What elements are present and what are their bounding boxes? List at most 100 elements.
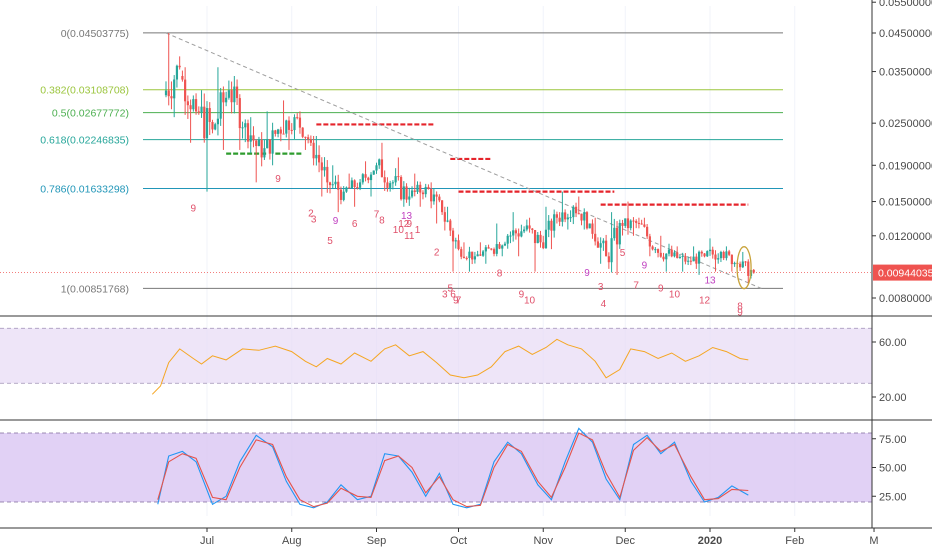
candle-body: [561, 212, 564, 222]
candle-body: [717, 258, 720, 260]
candle-body: [419, 184, 422, 193]
rsi-tick-label: 60.00: [879, 337, 907, 349]
candle-body: [369, 174, 373, 181]
candle-body: [673, 252, 676, 257]
td-count-label: 3: [442, 290, 448, 301]
candle-body: [473, 256, 477, 260]
candle-body: [235, 86, 239, 99]
td-count-label: 9: [453, 296, 459, 307]
candle-body: [427, 186, 430, 189]
candle-body: [263, 148, 266, 158]
candle-body: [238, 98, 241, 129]
descending-trendline[interactable]: [165, 32, 763, 290]
candle-body: [219, 92, 222, 119]
candle-body: [490, 248, 493, 250]
candle-body: [189, 105, 192, 110]
td-count-label: 9: [407, 219, 413, 230]
candle-body: [317, 154, 321, 163]
candle-body: [632, 220, 635, 222]
candle-body: [531, 228, 534, 230]
candle-body: [523, 229, 526, 232]
candle-body: [252, 135, 255, 141]
price-axis[interactable]: 0.05500000 0.04500000 0.03500000 0.02500000…: [872, 0, 932, 503]
candle-body: [315, 154, 318, 159]
candle-body: [506, 235, 509, 244]
candle-body: [290, 129, 293, 131]
candle-body: [700, 251, 703, 254]
candle-body: [471, 251, 474, 260]
rsi-tick-label: 20.00: [879, 392, 907, 404]
stochastic-d-line: [157, 432, 749, 508]
time-tick-label: 2020: [698, 535, 722, 547]
candle-body: [681, 255, 684, 257]
candle-body: [356, 187, 359, 189]
td-count-label: 9: [737, 307, 743, 318]
candle-body: [454, 240, 457, 242]
candle-body: [479, 254, 482, 256]
candle-body: [687, 260, 690, 262]
candle-body: [358, 182, 362, 188]
candle-body: [421, 192, 425, 195]
candle-body: [550, 220, 553, 231]
candle-body: [405, 186, 408, 200]
candle-body: [525, 225, 528, 230]
time-tick-label: Aug: [282, 535, 302, 547]
candle-body: [173, 79, 176, 99]
candle-body: [457, 240, 460, 250]
candle-body: [397, 176, 400, 178]
candle-body: [337, 181, 340, 190]
candle-body: [249, 135, 252, 142]
td-count-label: 9: [333, 216, 339, 227]
candle-body: [255, 140, 258, 147]
candle-body: [194, 99, 198, 112]
candle-body: [583, 212, 586, 221]
candle-body: [697, 251, 701, 264]
candle-body: [706, 251, 709, 257]
candle-body: [260, 139, 263, 158]
stochastic-tick-label: 50.00: [879, 463, 907, 475]
candle-body: [637, 222, 641, 224]
td-count-label: 8: [497, 268, 503, 279]
candle-body: [643, 224, 646, 227]
candle-body: [495, 244, 498, 254]
candle-body: [339, 189, 343, 200]
candle-body: [274, 130, 277, 134]
candle-body: [692, 256, 695, 262]
stochastic-pane: [157, 427, 749, 509]
time-tick-label: Dec: [615, 535, 635, 547]
candle-body: [555, 214, 559, 218]
candle-body: [656, 249, 660, 253]
pane-separators[interactable]: [0, 0, 932, 529]
trendline[interactable]: [0, 32, 872, 290]
candle-body: [747, 261, 750, 276]
candle-body: [605, 240, 608, 257]
candle-body: [380, 159, 384, 178]
candle-body: [386, 182, 389, 188]
fibonacci-retracement[interactable]: 0(0.04503775) 0.382(0.03108708) 0.5(0.0267…: [40, 28, 783, 296]
candle-body: [164, 90, 168, 96]
candle-body: [287, 120, 291, 130]
candle-body: [703, 253, 706, 257]
candle-body: [266, 139, 269, 149]
candle-body: [670, 249, 673, 257]
candle-body: [542, 242, 545, 249]
td-count-label: 10: [524, 296, 536, 307]
candle-body: [410, 190, 414, 197]
candle-body: [203, 106, 206, 139]
candle-body: [413, 190, 416, 192]
candle-body: [320, 162, 323, 171]
candle-body: [501, 245, 504, 249]
candle-body: [514, 230, 518, 234]
candle-body: [350, 180, 353, 189]
candle-body: [492, 249, 496, 254]
price-tick-label: 0.05500000: [879, 0, 932, 9]
candle-body: [533, 229, 537, 244]
td-count-label: 8: [379, 216, 385, 227]
candle-body: [725, 251, 728, 259]
candle-body: [517, 233, 520, 237]
candle-body: [372, 170, 375, 175]
candle-body: [714, 254, 717, 260]
candle-body: [222, 92, 225, 103]
time-axis[interactable]: Jul Aug Sep Oct Nov Dec 2020 Feb M: [200, 528, 879, 547]
